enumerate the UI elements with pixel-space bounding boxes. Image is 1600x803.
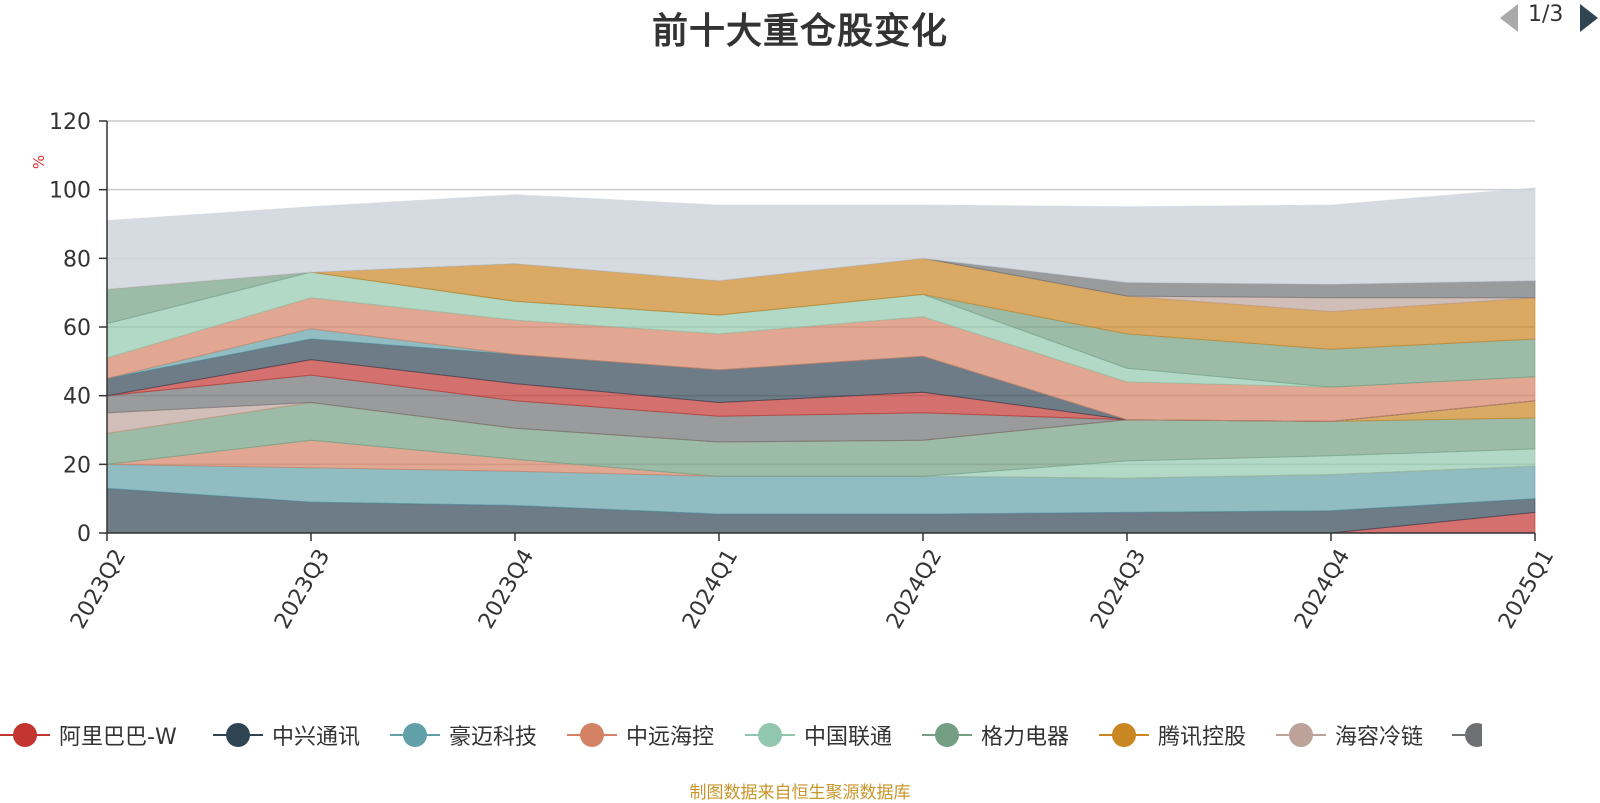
x-tick-label: 2025Q1: [1494, 545, 1559, 633]
stacked-areas: [106, 187, 1536, 534]
chart-title: 前十大重仓股变化: [651, 11, 948, 52]
legend-label: 海容冷链: [1335, 725, 1424, 750]
legend-next-page-icon[interactable]: [1580, 4, 1598, 32]
legend-label: 格力电器: [981, 725, 1070, 750]
x-tick-label: 2023Q4: [474, 545, 539, 633]
y-axis-unit-label: %: [30, 155, 48, 169]
x-tick-label: 2023Q2: [66, 545, 131, 633]
legend-prev-page-icon[interactable]: [1500, 4, 1518, 32]
legend-swatch: [213, 723, 263, 747]
legend-item[interactable]: 腾讯控股: [1099, 718, 1246, 752]
legend-label: 中远海控: [626, 725, 715, 750]
legend-label: 阿里巴巴-W: [59, 725, 177, 750]
legend-item[interactable]: 格力电器: [922, 718, 1069, 752]
x-tick-label: 2024Q2: [882, 545, 947, 633]
y-tick-label: 80: [63, 247, 91, 272]
legend-label: 中兴通讯: [272, 725, 361, 750]
legend-swatch: [745, 723, 795, 747]
area-series-18[interactable]: [106, 187, 1536, 290]
legend-swatch: [1099, 723, 1149, 747]
source-note: 制图数据来自恒生聚源数据库: [689, 783, 911, 803]
legend-item-partial: [1452, 718, 1482, 752]
y-tick-label: 0: [77, 522, 91, 547]
legend-swatch: [0, 723, 50, 747]
y-tick-label: 60: [63, 316, 91, 341]
legend-label: 腾讯控股: [1158, 725, 1247, 750]
legend-item[interactable]: 阿里巴巴-W: [0, 718, 177, 752]
legend-item[interactable]: 中兴通讯: [213, 718, 360, 752]
legend-swatch: [1276, 723, 1326, 747]
y-tick-label: 100: [49, 179, 91, 204]
legend-item[interactable]: 海容冷链: [1276, 718, 1423, 752]
legend-item[interactable]: 中远海控: [567, 718, 714, 752]
legend-swatch: [922, 723, 972, 747]
y-tick-label: 20: [63, 453, 91, 478]
x-tick-label: 2024Q3: [1086, 545, 1151, 633]
x-tick-label: 2024Q1: [678, 545, 743, 633]
legend-item[interactable]: 豪迈科技: [390, 718, 537, 752]
legend-label: 中国联通: [804, 725, 893, 750]
legend-label: 豪迈科技: [449, 725, 538, 750]
y-tick-label: 120: [49, 110, 91, 135]
x-tick-label: 2023Q3: [270, 545, 335, 633]
legend-swatch: [390, 723, 440, 747]
legend: 阿里巴巴-W 中兴通讯 豪迈科技 中远海控 中国联通 格力电器 腾讯控股 海容冷链: [0, 718, 1600, 752]
legend-page-indicator: 1/3: [1528, 2, 1564, 27]
legend-swatch: [567, 723, 617, 747]
x-tick-label: 2024Q4: [1290, 545, 1355, 633]
y-tick-label: 40: [63, 385, 91, 410]
legend-item[interactable]: 中国联通: [745, 718, 892, 752]
